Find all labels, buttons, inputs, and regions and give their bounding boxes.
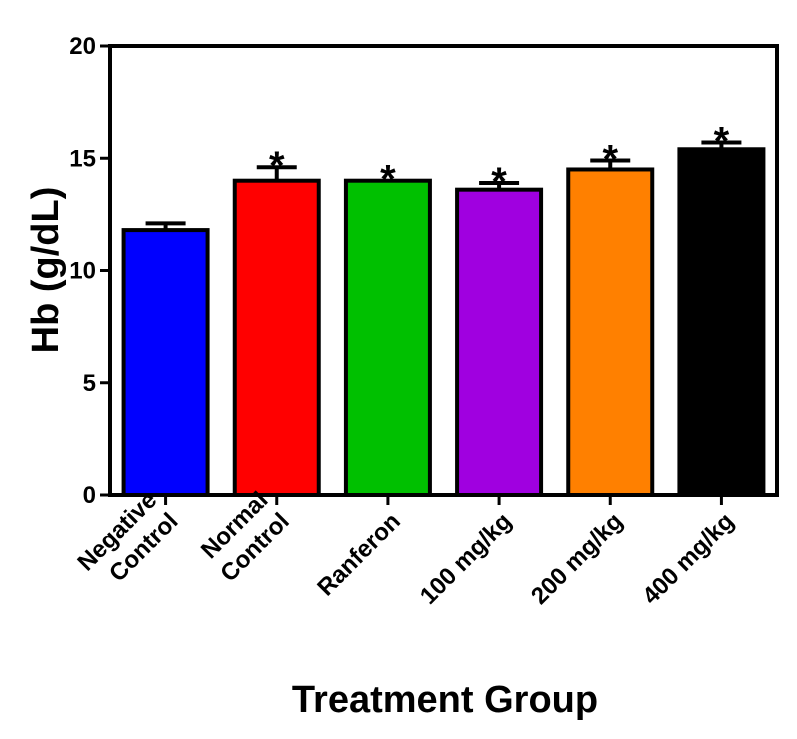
bar — [232, 178, 321, 497]
x-tick-label-line: 100 mg/kg — [415, 508, 517, 610]
x-axis-title: Treatment Group — [292, 679, 598, 721]
significance-marker: * — [602, 137, 618, 181]
bar — [566, 167, 655, 497]
x-tick-label-line: 200 mg/kg — [526, 508, 628, 610]
significance-marker: * — [714, 120, 730, 164]
y-axis-title: Hb (g/dL) — [25, 187, 67, 354]
y-tick-label: 20 — [69, 33, 96, 60]
x-tick-label: 400 mg/kg — [637, 508, 739, 610]
y-tick-label: 5 — [83, 370, 96, 397]
bar — [455, 187, 544, 497]
plot-frame — [108, 44, 779, 497]
bar — [121, 228, 210, 497]
y-tick-label: 0 — [83, 482, 96, 509]
x-tick-label-line: Ranferon — [312, 508, 406, 602]
x-tick-label: 200 mg/kg — [526, 508, 628, 610]
significance-marker: * — [380, 158, 396, 202]
x-tick-label: 100 mg/kg — [415, 508, 517, 610]
y-tick-label: 15 — [69, 145, 96, 172]
y-tick-label: 10 — [69, 258, 96, 285]
x-tick-label-line: 400 mg/kg — [637, 508, 739, 610]
bar — [677, 147, 766, 498]
bar — [343, 178, 432, 497]
significance-marker: * — [491, 160, 507, 204]
x-tick-label: Ranferon — [312, 508, 406, 602]
significance-marker: * — [269, 144, 285, 188]
